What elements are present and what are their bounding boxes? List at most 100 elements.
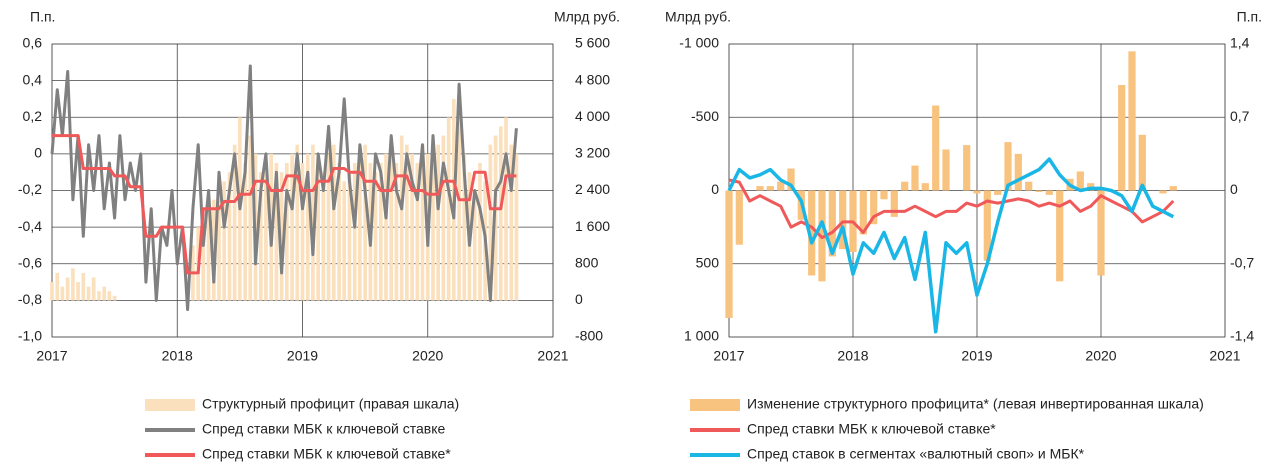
bar — [472, 190, 477, 301]
legend-label: Изменение структурного профицита* (левая… — [747, 396, 1204, 412]
bar — [1118, 85, 1126, 191]
bar — [488, 144, 493, 301]
bar — [478, 163, 482, 301]
y2-axis-label: Млрд руб. — [554, 9, 620, 25]
bar — [384, 153, 388, 301]
bar — [76, 282, 80, 301]
bar — [274, 163, 279, 301]
bar — [911, 165, 919, 191]
bar — [1138, 134, 1146, 191]
bar — [222, 181, 227, 301]
line — [50, 64, 518, 311]
y-axis-label: Млрд руб. — [665, 9, 731, 25]
bar — [1035, 190, 1043, 192]
bar — [337, 163, 341, 301]
bar — [258, 172, 263, 301]
bar — [446, 117, 451, 301]
bar — [86, 286, 91, 301]
x-tick-label: 2017 — [713, 348, 744, 364]
bar — [279, 172, 284, 301]
y2-tick-label: 5 600 — [575, 35, 610, 51]
bar — [514, 153, 519, 301]
bar — [201, 217, 206, 301]
bar — [1076, 171, 1084, 191]
y-tick-label: 0,2 — [23, 108, 43, 124]
bar — [243, 163, 247, 301]
bar — [342, 181, 347, 301]
x-tick-label: 2020 — [412, 348, 443, 364]
bar — [55, 272, 60, 301]
bar — [363, 144, 367, 301]
y-axis-label: П.п. — [30, 9, 55, 25]
bar — [921, 183, 929, 191]
y2-tick-label: 0 — [575, 291, 583, 307]
bar — [50, 282, 54, 301]
bar — [890, 190, 898, 217]
bar — [305, 153, 310, 301]
bar — [431, 163, 435, 301]
bar — [264, 163, 268, 301]
bar — [1045, 190, 1053, 195]
bar — [65, 277, 70, 301]
bar — [102, 286, 107, 301]
y-tick-label: 0,4 — [23, 71, 43, 87]
y-tick-label: 1 000 — [684, 328, 719, 344]
bar — [983, 190, 991, 261]
y-tick-label: -500 — [691, 108, 719, 124]
bar — [71, 268, 75, 301]
bar — [415, 163, 420, 301]
bar — [331, 144, 336, 301]
x-tick-label: 2021 — [1209, 348, 1240, 364]
legend-label: Спред ставок в сегментах «валютный своп»… — [747, 446, 1085, 462]
bar — [326, 153, 331, 301]
bar — [436, 144, 440, 301]
y2-tick-label: 800 — [575, 254, 599, 270]
y2-tick-label: 0,7 — [1230, 108, 1250, 124]
y-tick-label: -1 000 — [679, 35, 719, 51]
line — [727, 157, 1175, 334]
line — [728, 178, 1175, 240]
bar — [290, 153, 294, 301]
x-tick-label: 2018 — [162, 348, 193, 364]
y-tick-label: -1,0 — [18, 328, 42, 344]
legend-swatch — [690, 399, 740, 411]
bar — [316, 163, 320, 301]
bar — [352, 163, 357, 301]
y-tick-label: -0,6 — [18, 254, 42, 270]
bar — [1128, 51, 1136, 191]
bar — [420, 144, 425, 301]
bar — [404, 144, 409, 301]
y2-tick-label: 0 — [1230, 181, 1238, 197]
bar — [828, 190, 836, 257]
bar — [347, 172, 352, 301]
bar — [870, 190, 878, 225]
legend-label: Структурный профицит (правая шкала) — [202, 396, 459, 412]
bar — [373, 172, 378, 301]
y2-tick-label: 3 200 — [575, 145, 610, 161]
bar — [839, 190, 847, 250]
bar — [1169, 186, 1177, 191]
bar — [300, 163, 305, 301]
y-tick-label: 0 — [711, 181, 719, 197]
bar — [232, 144, 237, 301]
bar — [311, 144, 315, 301]
bar — [1056, 190, 1064, 282]
bar — [787, 168, 795, 191]
bar — [248, 135, 253, 301]
bar — [777, 181, 785, 191]
bar — [321, 172, 326, 301]
y-tick-label: 500 — [696, 254, 720, 270]
y2-tick-label: 4 800 — [575, 71, 610, 87]
bar — [91, 277, 96, 301]
bar — [859, 190, 867, 235]
y2-tick-label: -1,4 — [1230, 328, 1254, 344]
legend-label: Спред ставки МБК к ключевой ставке* — [747, 421, 996, 437]
x-tick-label: 2019 — [961, 348, 992, 364]
bar — [725, 190, 733, 318]
bar — [112, 295, 117, 301]
bar — [295, 144, 300, 301]
bar — [932, 105, 940, 191]
y2-tick-label: 4 000 — [575, 108, 610, 124]
